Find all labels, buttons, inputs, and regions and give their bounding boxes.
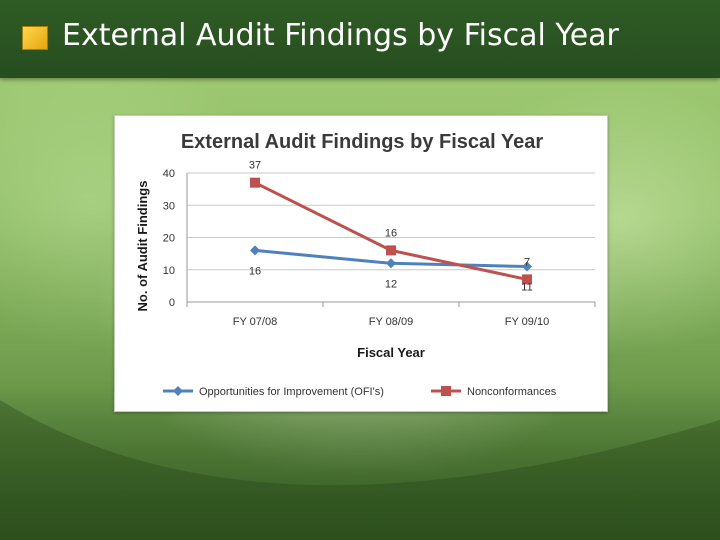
data-label-s0-p1: 12	[385, 278, 397, 290]
series-1-point-0	[250, 177, 260, 188]
y-tick-label-3: 30	[163, 200, 175, 212]
x-tick-label-0: FY 07/08	[233, 316, 277, 328]
legend-label-1: Nonconformances	[467, 386, 557, 398]
data-label-s0-p0: 16	[249, 265, 261, 277]
series-0-point-1	[386, 258, 396, 269]
legend-label-0: Opportunities for Improvement (OFI's)	[199, 386, 384, 398]
series-1-point-2	[522, 274, 532, 285]
series-layer	[250, 177, 532, 285]
y-tick-label-2: 20	[163, 233, 175, 245]
axes: 0 10 20 30 40 FY 07/08 FY 08/09 FY 09/10	[163, 168, 596, 328]
series-1-point-1	[386, 245, 396, 256]
chart-panel: External Audit Findings by Fiscal Year 0…	[114, 115, 608, 412]
data-label-s1-p0: 37	[249, 160, 261, 172]
y-tick-label-4: 40	[163, 168, 175, 180]
legend-marker-0	[173, 386, 183, 396]
slide-title: External Audit Findings by Fiscal Year	[62, 18, 619, 53]
x-axis-title: Fiscal Year	[357, 345, 425, 360]
background-curve-decoration	[0, 400, 720, 540]
line-chart: External Audit Findings by Fiscal Year 0…	[135, 131, 596, 398]
square-bullet-icon	[22, 26, 48, 50]
x-tick-label-2: FY 09/10	[505, 316, 549, 328]
legend-marker-1	[441, 386, 451, 396]
y-axis-title: No. of Audit Findings	[135, 181, 150, 312]
y-tick-label-0: 0	[169, 297, 175, 309]
data-label-s1-p1: 16	[385, 227, 397, 239]
data-labels: 16 12 11 37 16 7	[249, 160, 533, 294]
series-0-point-2	[522, 261, 532, 272]
data-label-s0-p2: 11	[521, 282, 532, 294]
series-0-point-0	[250, 245, 260, 256]
data-label-s1-p2: 7	[524, 256, 530, 268]
chart-title: External Audit Findings by Fiscal Year	[181, 131, 544, 153]
title-bar: External Audit Findings by Fiscal Year	[0, 0, 720, 78]
y-tick-label-1: 10	[163, 265, 175, 277]
legend: Opportunities for Improvement (OFI's) Non…	[163, 386, 557, 398]
x-tick-label-1: FY 08/09	[369, 316, 413, 328]
